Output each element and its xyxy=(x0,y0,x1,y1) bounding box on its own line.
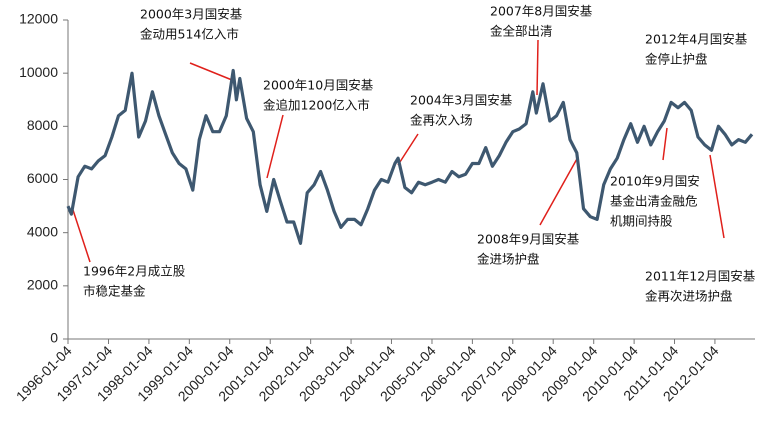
series-line xyxy=(66,68,754,245)
annotation: 金再次进场护盘 xyxy=(645,289,733,304)
y-tick-label: 2000 xyxy=(27,277,58,293)
annotation: 金全部出清 xyxy=(490,24,553,39)
annotation: 2011年12月国安基 xyxy=(645,269,756,284)
annotation-arrow xyxy=(536,39,539,96)
annotation-arrow xyxy=(397,133,419,166)
annotation-arrow xyxy=(72,209,91,263)
annotation-arrow xyxy=(539,156,579,226)
y-tick-label: 8000 xyxy=(27,117,58,133)
y-tick-label: 10000 xyxy=(19,64,58,80)
annotation: 2000年10月国安基 xyxy=(263,78,374,93)
annotation: 金停止护盘 xyxy=(645,52,708,67)
y-tick-label: 12000 xyxy=(19,11,58,27)
annotation: 金追加1200亿入市 xyxy=(263,98,370,113)
annotation-arrow xyxy=(709,154,725,239)
annotation: 金进场护盘 xyxy=(477,252,540,267)
annotation: 1996年2月成立股 xyxy=(83,264,186,279)
annotation: 金再次入场 xyxy=(410,113,473,128)
annotation-arrow xyxy=(189,62,233,81)
y-tick-label: 4000 xyxy=(27,223,58,239)
annotation: 市稳定基金 xyxy=(83,284,146,299)
annotation: 2012年4月国安基 xyxy=(645,32,748,47)
annotation-arrow xyxy=(662,127,668,161)
annotation: 金动用514亿入市 xyxy=(140,27,239,42)
annotation: 机期间持股 xyxy=(610,214,673,229)
y-tick-label: 6000 xyxy=(27,170,58,186)
annotation: 基金出清金融危 xyxy=(610,194,698,209)
annotation: 2000年3月国安基 xyxy=(140,7,243,22)
annotation: 2008年9月国安基 xyxy=(477,232,580,247)
y-tick-label: 0 xyxy=(50,330,58,346)
annotation-arrow xyxy=(266,114,284,179)
annotation: 2010年9月国安 xyxy=(610,174,700,189)
annotation: 2007年8月国安基 xyxy=(490,4,593,19)
annotation: 2004年3月国安基 xyxy=(410,93,513,108)
